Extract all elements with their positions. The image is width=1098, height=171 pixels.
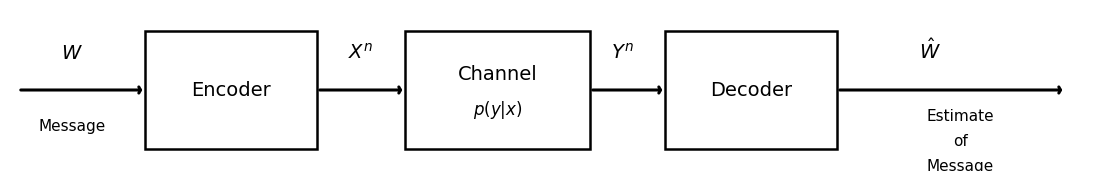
Text: of: of [953, 134, 967, 149]
Text: Encoder: Encoder [191, 81, 271, 100]
Text: $X^n$: $X^n$ [348, 43, 373, 63]
Text: $p(y|x)$: $p(y|x)$ [473, 99, 523, 121]
Text: Message: Message [38, 119, 105, 134]
Text: $Y^n$: $Y^n$ [610, 43, 634, 63]
Bar [665, 31, 837, 149]
Text: Decoder: Decoder [710, 81, 792, 100]
Text: $W$: $W$ [61, 44, 83, 63]
Text: $\hat{W}$: $\hat{W}$ [919, 38, 941, 63]
Bar [405, 31, 590, 149]
Text: Estimate: Estimate [927, 109, 994, 124]
Bar [145, 31, 317, 149]
Text: Channel: Channel [458, 65, 537, 84]
Text: Message: Message [927, 159, 994, 171]
